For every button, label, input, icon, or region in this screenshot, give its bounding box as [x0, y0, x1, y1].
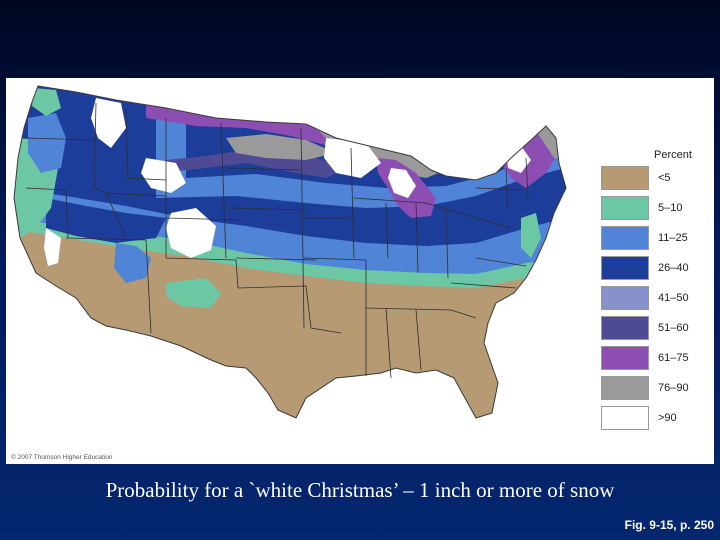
legend-label-51-60: 51–60	[658, 322, 689, 334]
legend-swatch-gt90	[601, 406, 649, 430]
figure-reference: Fig. 9-15, p. 250	[624, 518, 714, 532]
legend-swatch-41-50	[601, 286, 649, 310]
legend-swatch-11-25	[601, 226, 649, 250]
legend-label-lt5: <5	[658, 172, 671, 184]
slide-caption: Probability for a `white Christmas’ – 1 …	[105, 478, 615, 502]
copyright-notice: © 2007 Thomson Higher Education	[11, 454, 113, 461]
legend-label-76-90: 76–90	[658, 382, 689, 394]
legend-swatch-76-90	[601, 376, 649, 400]
legend-swatch-5-10	[601, 196, 649, 220]
legend-label-11-25: 11–25	[658, 232, 688, 244]
legend-swatch-26-40	[601, 256, 649, 280]
legend-swatch-lt5	[601, 166, 649, 190]
snow-probability-map	[13, 85, 567, 419]
legend-label-41-50: 41–50	[658, 292, 689, 304]
legend-title: Percent	[654, 149, 692, 161]
state-boundaries	[25, 102, 529, 379]
map-panel: Percent <5 5–10 11–25 26–40 41–50 51–60 …	[6, 78, 714, 464]
legend-label-5-10: 5–10	[658, 202, 683, 214]
legend-label-26-40: 26–40	[658, 262, 689, 274]
legend-label-61-75: 61–75	[658, 352, 689, 364]
legend-swatch-51-60	[601, 316, 649, 340]
legend-swatch-61-75	[601, 346, 649, 370]
legend-label-gt90: >90	[658, 412, 677, 424]
